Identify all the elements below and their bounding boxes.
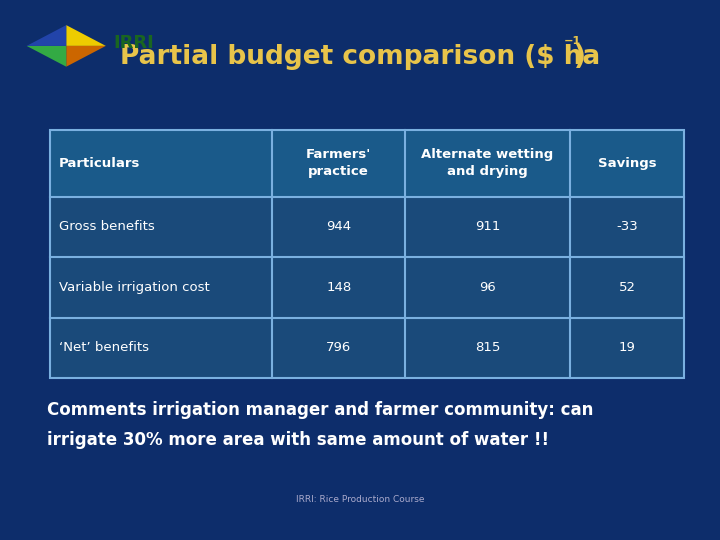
FancyBboxPatch shape [50,130,684,197]
Text: Alternate wetting
and drying: Alternate wetting and drying [421,148,554,178]
Text: IRRI: IRRI [113,34,154,52]
Text: -33: -33 [616,220,638,233]
Text: Variable irrigation cost: Variable irrigation cost [59,281,210,294]
Polygon shape [27,46,66,66]
Text: 19: 19 [618,341,636,354]
Polygon shape [27,25,66,46]
Text: Gross benefits: Gross benefits [59,220,155,233]
FancyBboxPatch shape [50,197,684,257]
Text: Savings: Savings [598,157,657,170]
Text: 944: 944 [326,220,351,233]
Text: 911: 911 [475,220,500,233]
Text: 796: 796 [326,341,351,354]
Text: Particulars: Particulars [59,157,140,170]
FancyBboxPatch shape [50,318,684,378]
Text: Partial budget comparison ($ ha: Partial budget comparison ($ ha [120,44,600,70]
FancyBboxPatch shape [50,257,684,318]
Text: ): ) [574,44,586,70]
Polygon shape [66,46,106,66]
Text: IRRI: Rice Production Course: IRRI: Rice Production Course [296,495,424,504]
Text: 148: 148 [326,281,351,294]
Text: Farmers'
practice: Farmers' practice [306,148,372,178]
Text: Comments irrigation manager and farmer community: can: Comments irrigation manager and farmer c… [47,401,593,420]
Text: 815: 815 [475,341,500,354]
Text: 52: 52 [618,281,636,294]
Text: ‘Net’ benefits: ‘Net’ benefits [59,341,149,354]
Text: 96: 96 [480,281,496,294]
Text: ⁻¹: ⁻¹ [564,36,581,54]
Polygon shape [66,25,106,46]
Text: irrigate 30% more area with same amount of water !!: irrigate 30% more area with same amount … [47,431,549,449]
